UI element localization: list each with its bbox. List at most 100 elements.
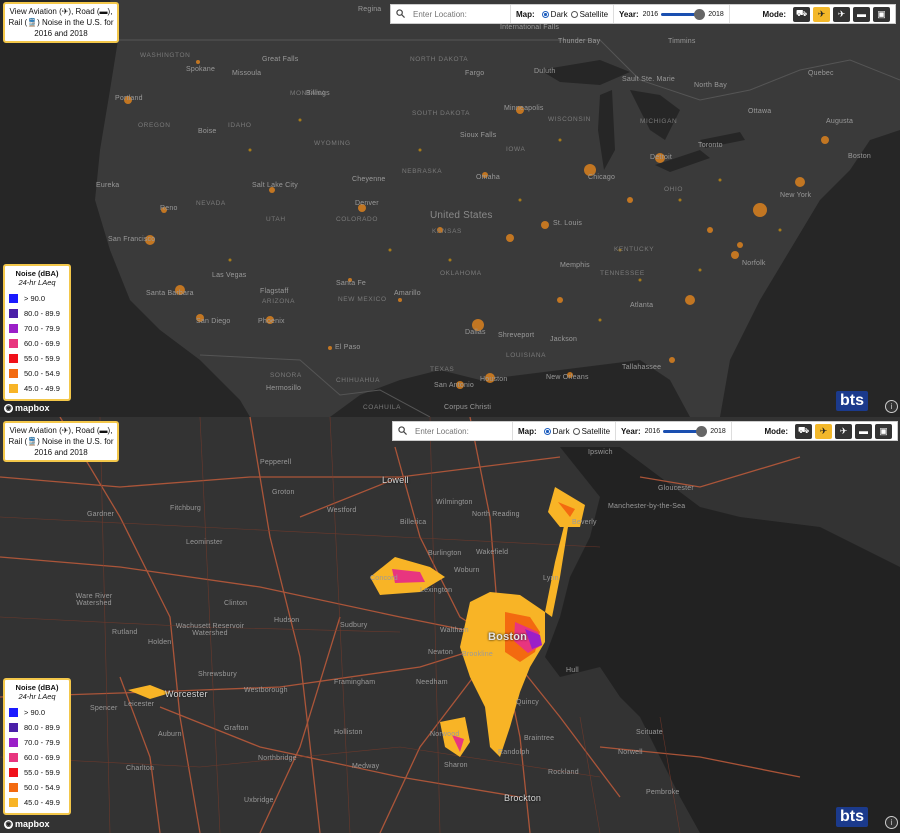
info-icon[interactable]: i xyxy=(885,816,898,829)
satellite-radio-label[interactable]: Satellite xyxy=(581,426,611,436)
legend-swatch xyxy=(9,309,18,318)
search-box[interactable] xyxy=(393,422,513,440)
legend-label: 45.0 - 49.9 xyxy=(24,384,60,393)
dark-radio-label[interactable]: Dark xyxy=(552,426,570,436)
legend-row: 45.0 - 49.9 xyxy=(9,381,65,396)
place-label: Memphis xyxy=(560,262,590,269)
place-label: Toronto xyxy=(698,142,723,149)
mapbox-logo[interactable]: ◉ mapbox xyxy=(4,819,50,829)
year-start: 2016 xyxy=(642,10,659,18)
place-label: Woburn xyxy=(454,567,480,574)
dark-radio[interactable] xyxy=(541,10,549,18)
place-label: ARIZONA xyxy=(262,298,296,305)
legend-row: 80.0 - 89.9 xyxy=(9,720,65,735)
legend-swatch xyxy=(9,369,18,378)
info-icon[interactable]: i xyxy=(885,400,898,413)
place-label: NEBRASKA xyxy=(402,168,443,175)
place-label: Scituate xyxy=(636,729,663,736)
legend-swatch xyxy=(9,768,18,777)
search-input[interactable] xyxy=(411,8,510,20)
place-label: Las Vegas xyxy=(212,272,247,279)
noise-legend: Noise (dBA) 24-hr LAeq > 90.0 80.0 - 89.… xyxy=(3,264,71,401)
place-label: Hull xyxy=(566,667,579,674)
satellite-radio[interactable] xyxy=(570,10,578,18)
year-slider[interactable] xyxy=(663,425,708,437)
train-icon: ▣ xyxy=(877,8,886,19)
place-label: KANSAS xyxy=(432,228,462,235)
year-label: Year: xyxy=(619,9,639,19)
legend-row: > 90.0 xyxy=(9,705,65,720)
place-label: Manchester-by-the-Sea xyxy=(608,503,686,510)
place-label: New York xyxy=(780,192,812,199)
year-label: Year: xyxy=(621,426,641,436)
legend-row: 60.0 - 69.9 xyxy=(9,750,65,765)
legend-row: > 90.0 xyxy=(9,291,65,306)
airplane-icon: ✈ xyxy=(817,8,826,19)
place-label: Dallas xyxy=(465,329,486,336)
place-label: Pepperell xyxy=(260,459,292,466)
place-label: Gardner xyxy=(87,511,115,518)
place-label: Waltham xyxy=(440,627,469,634)
legend-label: 80.0 - 89.9 xyxy=(24,309,60,318)
us-noise-map[interactable] xyxy=(0,0,900,417)
place-label: Needham xyxy=(416,679,448,686)
place-label: MONTANA xyxy=(290,90,327,97)
boston-noise-map[interactable] xyxy=(0,417,900,833)
legend-swatch xyxy=(9,783,18,792)
place-label: Gloucester xyxy=(658,485,694,492)
legend-swatch xyxy=(9,723,18,732)
legend-label: > 90.0 xyxy=(24,708,46,717)
all-modes-button[interactable]: ⛟ xyxy=(795,423,812,439)
legend-row: 55.0 - 59.9 xyxy=(9,765,65,780)
satellite-radio[interactable] xyxy=(572,427,580,435)
airplane-icon: ✈ xyxy=(819,425,828,436)
dark-radio[interactable] xyxy=(543,427,551,435)
road-icon: ▬ xyxy=(859,426,868,436)
map-panel-boston[interactable]: Ipswich Pepperell Lowell Groton Gloucest… xyxy=(0,417,900,833)
bts-logo[interactable]: bts xyxy=(836,391,868,411)
all-modes-button[interactable]: ⛟ xyxy=(793,6,810,22)
satellite-radio-label[interactable]: Satellite xyxy=(579,9,609,19)
mapbox-text: mapbox xyxy=(15,403,50,413)
search-box[interactable] xyxy=(391,5,511,23)
map-toolbar: Map: Dark Satellite Year: 2016 2018 Mode… xyxy=(392,421,898,441)
legend-swatch xyxy=(9,753,18,762)
map-panel-us[interactable]: Regina International Falls Thunder Bay T… xyxy=(0,0,900,417)
place-label: COLORADO xyxy=(336,216,379,223)
year-slider-handle[interactable] xyxy=(696,425,708,437)
legend-label: 70.0 - 79.9 xyxy=(24,738,60,747)
place-label: UTAH xyxy=(266,216,286,223)
dark-radio-label[interactable]: Dark xyxy=(550,9,568,19)
place-label: Holliston xyxy=(334,729,363,736)
place-label: Framingham xyxy=(334,679,376,686)
year-group: Year: 2016 2018 xyxy=(614,5,730,23)
aviation-road-button[interactable]: ✈ xyxy=(813,6,830,22)
year-slider[interactable] xyxy=(661,8,706,20)
aviation-road-button[interactable]: ✈ xyxy=(815,423,832,439)
year-slider-handle[interactable] xyxy=(694,8,706,20)
search-input[interactable] xyxy=(413,425,512,437)
road-button[interactable]: ▬ xyxy=(853,6,870,22)
place-label: Atlanta xyxy=(630,302,654,309)
map-toolbar: Map: Dark Satellite Year: 2016 2018 Mode… xyxy=(390,4,896,24)
aviation-button[interactable]: ✈ xyxy=(835,423,852,439)
road-button[interactable]: ▬ xyxy=(855,423,872,439)
bts-logo[interactable]: bts xyxy=(836,807,868,827)
aviation-button[interactable]: ✈ xyxy=(833,6,850,22)
map-style-group: Map: Dark Satellite xyxy=(511,5,615,23)
legend-label: 50.0 - 54.9 xyxy=(24,369,60,378)
place-label: Great Falls xyxy=(262,56,299,63)
mapbox-logo[interactable]: ◉ mapbox xyxy=(4,403,50,413)
rail-button[interactable]: ▣ xyxy=(875,423,892,439)
place-label: CHIHUAHUA xyxy=(336,377,381,384)
place-label: Brockton xyxy=(504,793,542,803)
place-label: SOUTH DAKOTA xyxy=(412,110,471,117)
legend-row: 50.0 - 54.9 xyxy=(9,366,65,381)
legend-label: 80.0 - 89.9 xyxy=(24,723,60,732)
year-end: 2018 xyxy=(710,427,726,435)
place-label: Clinton xyxy=(224,600,248,607)
rail-button[interactable]: ▣ xyxy=(873,6,890,22)
place-label: United States xyxy=(430,210,493,221)
place-label: Billerica xyxy=(400,519,427,526)
place-label: Spokane xyxy=(186,66,216,73)
